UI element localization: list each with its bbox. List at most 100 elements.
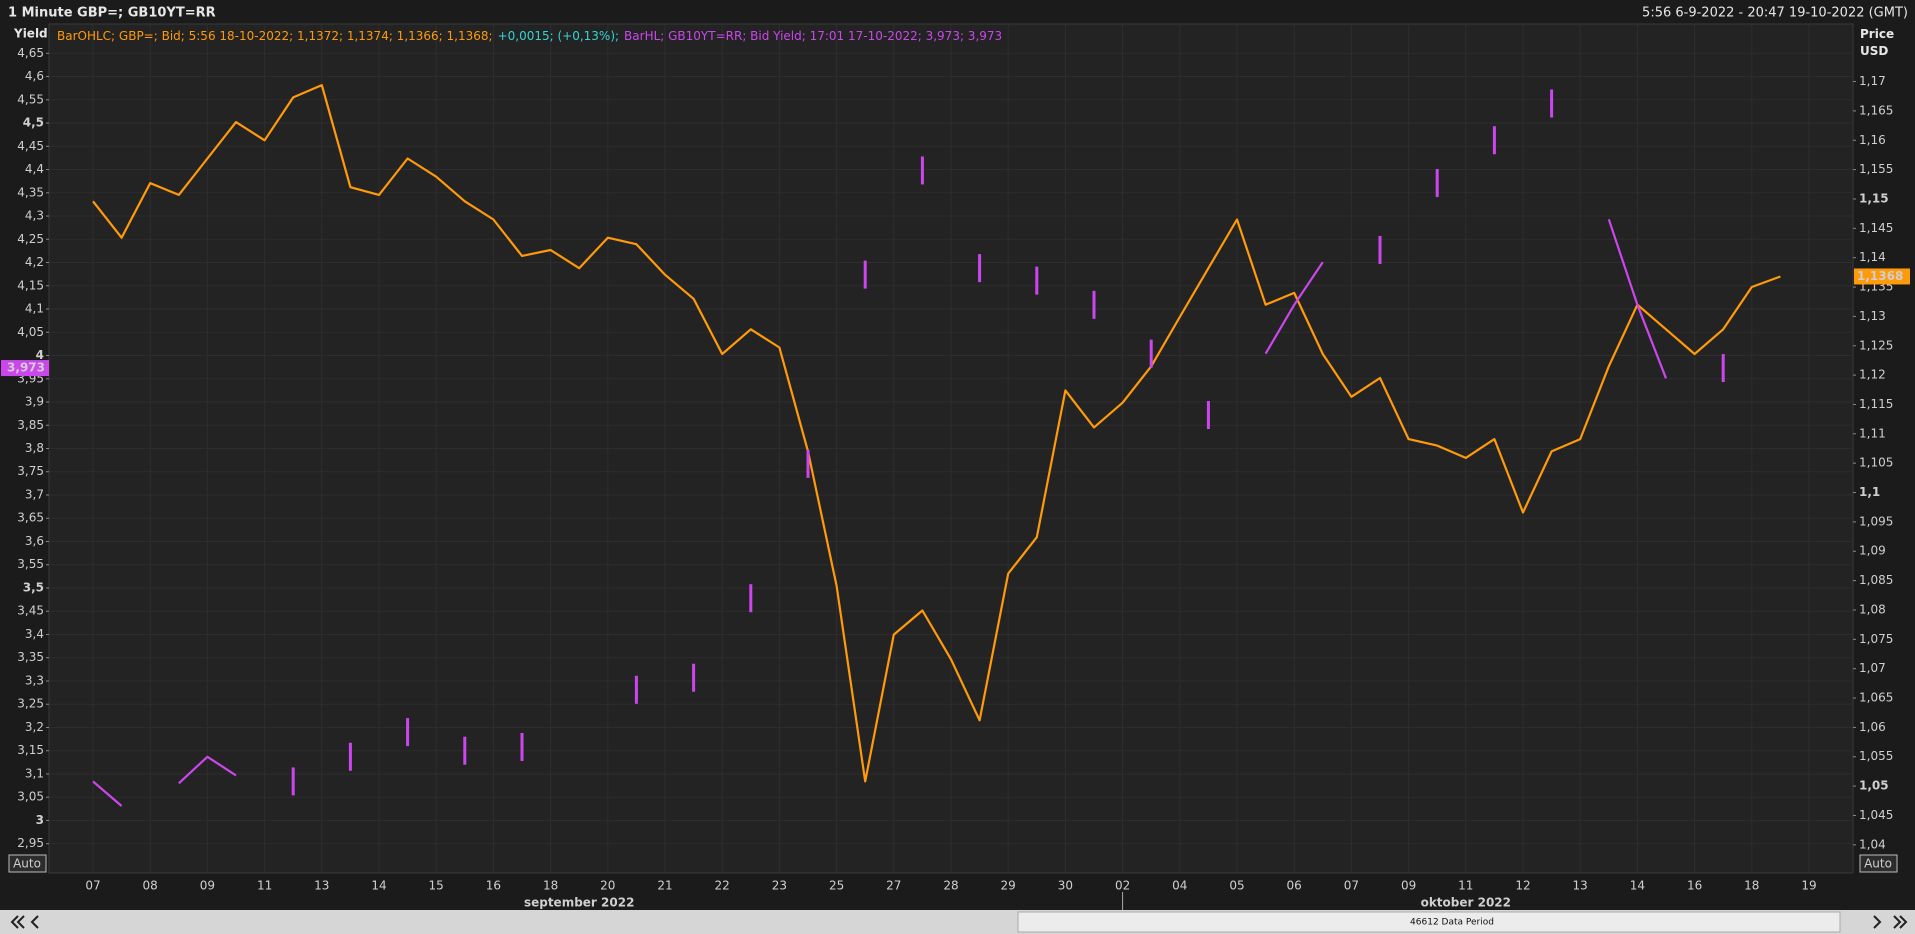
hl-bar: [1721, 354, 1725, 383]
series-line: [92, 84, 1781, 783]
y-tick-label: 4,05: [17, 325, 44, 339]
y-tick-label: 3,05: [17, 790, 44, 804]
hl-bar: [1378, 235, 1382, 264]
y-tick-label: 3,55: [17, 557, 44, 571]
y-tick-label: 4,2: [25, 255, 44, 269]
x-tick-label: 13: [314, 879, 329, 893]
y-tick-label: 4,65: [17, 46, 44, 60]
y-tick-label: 4,15: [17, 278, 44, 292]
last-value-label: 1,1368: [1857, 269, 1903, 283]
x-tick-label: 07: [1344, 879, 1359, 893]
series-line: [92, 780, 123, 807]
y2-tick-label: 1,115: [1859, 397, 1893, 411]
x-tick-label: 07: [85, 879, 100, 893]
x-tick-label: 21: [657, 879, 672, 893]
y2-tick-label: 1,125: [1859, 338, 1893, 352]
chart-subtitle: 5:56 6-9-2022 - 20:47 19-10-2022 (GMT): [1642, 6, 1908, 21]
y2-tick-label: 1,075: [1859, 632, 1893, 646]
hl-bar: [1206, 401, 1210, 430]
hl-bar: [520, 732, 524, 761]
y2-tick-label: 1,06: [1859, 720, 1886, 734]
auto-button[interactable]: Auto: [1859, 854, 1898, 873]
x-tick-label: 11: [257, 879, 272, 893]
x-tick-label: 27: [886, 879, 901, 893]
hl-bar: [1035, 266, 1039, 295]
hl-bar: [749, 584, 753, 613]
button-label[interactable]: Auto: [13, 857, 41, 871]
y2-tick-label: 1,165: [1859, 103, 1893, 117]
y-tick-label: 4,55: [17, 92, 44, 106]
y2-tick-label: 1,07: [1859, 661, 1886, 675]
x-tick-label: 05: [1229, 879, 1244, 893]
y-tick-label: 3,85: [17, 418, 44, 432]
series-line: [178, 755, 237, 785]
y2-tick-label: 1,12: [1859, 368, 1886, 382]
y-tick-label: 3,6: [25, 534, 44, 548]
y2-tick-label: 1,085: [1859, 573, 1893, 587]
y-tick-label: 4,3: [25, 209, 44, 223]
button-label[interactable]: Auto: [1864, 857, 1892, 871]
y-tick-label: 3,2: [25, 720, 44, 734]
y2-tick-label: 1,045: [1859, 808, 1893, 822]
x-tick-label: 22: [715, 879, 730, 893]
x-tick-label: 12: [1515, 879, 1530, 893]
x-tick-label: 18: [543, 879, 558, 893]
x-tick-label: 16: [1687, 879, 1702, 893]
x-tick-label: 19: [1801, 879, 1816, 893]
series-line: [1607, 218, 1668, 379]
x-tick-label: 30: [1058, 879, 1073, 893]
y2-tick-label: 1,11: [1859, 426, 1886, 440]
y2-tick-label: 1,13: [1859, 309, 1886, 323]
legend: BarOHLC; GBP=; Bid; 5:56 18-10-2022; 1,1…: [57, 29, 1002, 43]
y-tick-label: 3,5: [23, 580, 44, 594]
y-tick-label: 3,9: [25, 395, 44, 409]
hl-bar: [1550, 89, 1554, 118]
y2-tick-label: 1,08: [1859, 602, 1886, 616]
y2-tick-label: 1,17: [1859, 74, 1886, 88]
x-tick-label: 16: [486, 879, 501, 893]
y-tick-label: 4,25: [17, 232, 44, 246]
y2-tick-label: 1,105: [1859, 456, 1893, 470]
hl-bar: [806, 449, 810, 478]
y-tick-label: 4,45: [17, 139, 44, 153]
y-tick-label: 3,75: [17, 464, 44, 478]
y2-tick-label: 1,04: [1859, 837, 1886, 851]
y-tick-label: 3,4: [25, 627, 44, 641]
y2-tick-label: 1,15: [1859, 191, 1889, 205]
x-tick-label: 09: [1401, 879, 1416, 893]
x-tick-label: 29: [1001, 879, 1016, 893]
x-tick-label: 20: [600, 879, 615, 893]
y-tick-label: 3,1: [25, 766, 44, 780]
y-tick-label: 4,1: [25, 302, 44, 316]
y-axis-label: Yield: [13, 27, 48, 41]
hl-bar: [978, 254, 982, 283]
x-tick-label: 08: [143, 879, 158, 893]
x-tick-label: 28: [943, 879, 958, 893]
hl-bar: [1435, 169, 1439, 198]
hl-bar: [348, 742, 352, 771]
hl-bar: [291, 767, 295, 796]
x-tick-label: 25: [829, 879, 844, 893]
auto-button[interactable]: Auto: [8, 854, 47, 873]
scrollbar[interactable]: 46612 Data Period: [0, 910, 1915, 934]
y2-tick-label: 1,14: [1859, 250, 1886, 264]
hl-bar: [863, 260, 867, 289]
y-tick-label: 4: [36, 348, 44, 362]
x-tick-label: 06: [1287, 879, 1302, 893]
y2-tick-label: 1,09: [1859, 544, 1886, 558]
x-group-label: oktober 2022: [1421, 896, 1511, 910]
chart-title: 1 Minute GBP=; GB10YT=RR: [8, 6, 216, 21]
grid: [49, 24, 1853, 873]
x-tick-label: 14: [1630, 879, 1645, 893]
y2-tick-label: 1,155: [1859, 162, 1893, 176]
y2-tick-label: 1,05: [1859, 779, 1889, 793]
x-tick-label: 14: [371, 879, 386, 893]
x-tick-label: 18: [1744, 879, 1759, 893]
y2-tick-label: 1,1: [1859, 485, 1880, 499]
y2-tick-label: 1,095: [1859, 514, 1893, 528]
last-value-label: 3,973: [7, 361, 45, 375]
y-tick-label: 3,15: [17, 743, 44, 757]
data-period: 46612 Data Period: [1410, 918, 1494, 928]
x-group-label: september 2022: [524, 896, 634, 910]
